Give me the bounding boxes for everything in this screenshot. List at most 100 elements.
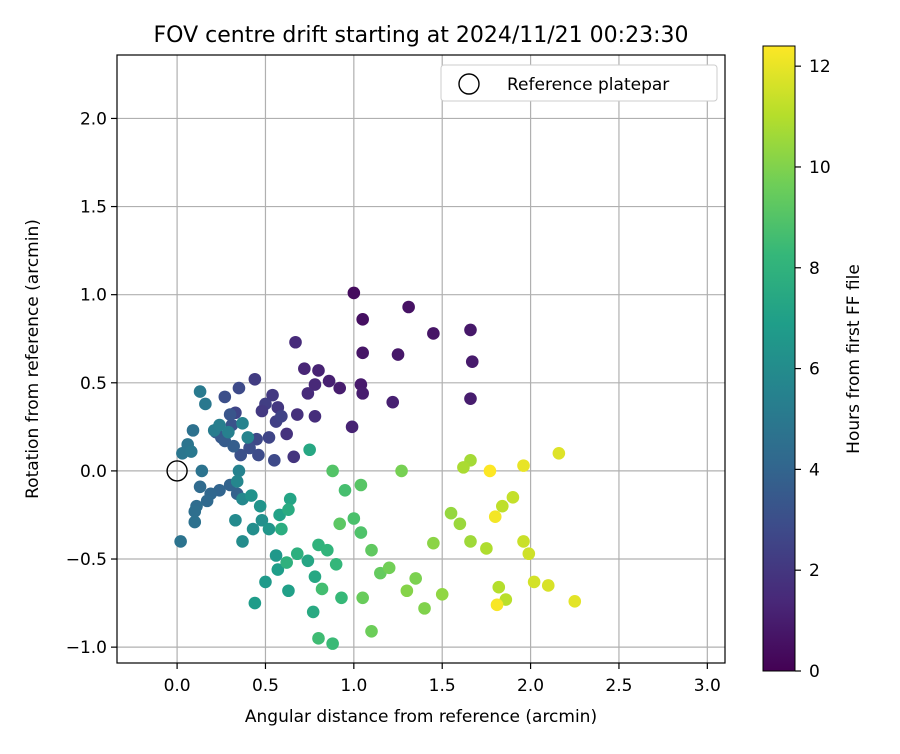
data-point bbox=[255, 513, 269, 527]
colorbar-tick-label: 6 bbox=[809, 360, 820, 380]
data-point bbox=[262, 522, 276, 536]
data-point bbox=[193, 385, 207, 398]
data-point bbox=[427, 327, 440, 340]
data-point bbox=[354, 526, 368, 539]
data-point bbox=[229, 513, 242, 527]
data-point bbox=[321, 543, 334, 557]
data-point bbox=[266, 388, 279, 402]
data-point bbox=[356, 591, 369, 605]
x-tick-label: 1.5 bbox=[429, 676, 456, 696]
data-point bbox=[517, 459, 530, 472]
data-point bbox=[252, 448, 265, 462]
data-point bbox=[312, 632, 325, 645]
data-point bbox=[522, 547, 536, 561]
scatter-points bbox=[174, 286, 582, 650]
data-point bbox=[188, 515, 202, 529]
data-point bbox=[517, 535, 530, 548]
data-point bbox=[289, 335, 302, 349]
x-axis-label: Angular distance from reference (arcmin) bbox=[245, 707, 597, 727]
y-tick-label: −0.5 bbox=[66, 550, 107, 570]
x-tick-label: 2.5 bbox=[605, 676, 632, 696]
data-point bbox=[232, 464, 246, 478]
x-tick-label: 0.0 bbox=[164, 676, 191, 696]
data-point bbox=[354, 478, 368, 492]
y-tick-label: 1.0 bbox=[80, 286, 107, 306]
data-point bbox=[391, 348, 405, 361]
data-point bbox=[453, 517, 467, 531]
data-point bbox=[312, 364, 325, 377]
data-point bbox=[326, 637, 339, 650]
data-point bbox=[326, 464, 339, 478]
colorbar-tick-label: 4 bbox=[809, 460, 820, 480]
data-point bbox=[496, 499, 509, 513]
colorbar-tick-label: 10 bbox=[809, 158, 831, 178]
data-point bbox=[345, 420, 359, 434]
data-point bbox=[222, 425, 235, 439]
y-tick-label: 1.5 bbox=[80, 198, 107, 218]
data-point bbox=[490, 598, 504, 612]
data-point bbox=[223, 408, 237, 421]
data-point bbox=[465, 355, 479, 368]
y-tick-label: 0.0 bbox=[80, 462, 107, 482]
data-point bbox=[193, 480, 207, 494]
data-point bbox=[253, 499, 267, 513]
data-point bbox=[248, 372, 262, 386]
y-axis-ticks: −1.0 −0.5 0.0 0.5 1.0 1.5 2.0 bbox=[66, 109, 117, 658]
data-point bbox=[268, 454, 281, 467]
x-tick-label: 3.0 bbox=[694, 676, 721, 696]
data-point bbox=[308, 570, 322, 583]
data-point bbox=[248, 596, 262, 610]
colorbar-tick-label: 2 bbox=[809, 561, 820, 581]
data-point bbox=[283, 492, 297, 506]
data-point bbox=[186, 424, 200, 437]
data-point bbox=[333, 517, 346, 531]
data-point bbox=[395, 464, 408, 478]
data-point bbox=[213, 418, 226, 432]
data-point bbox=[483, 464, 497, 478]
data-point bbox=[298, 362, 311, 375]
data-point bbox=[218, 390, 232, 404]
data-point bbox=[347, 512, 361, 525]
data-point bbox=[308, 378, 322, 391]
colorbar-gradient bbox=[762, 45, 796, 672]
data-point bbox=[262, 431, 276, 444]
data-point bbox=[418, 602, 431, 615]
y-tick-label: −1.0 bbox=[66, 638, 107, 658]
data-point bbox=[255, 404, 269, 418]
data-point bbox=[527, 575, 541, 589]
data-point bbox=[402, 300, 415, 314]
axes-frame bbox=[116, 54, 726, 664]
data-point bbox=[338, 483, 352, 497]
legend: Reference platepar bbox=[440, 64, 718, 102]
data-point bbox=[282, 584, 295, 598]
x-tick-label: 0.5 bbox=[252, 676, 279, 696]
y-tick-label: 0.5 bbox=[80, 374, 107, 394]
data-point bbox=[365, 543, 378, 557]
data-point bbox=[329, 558, 343, 571]
y-axis-label: Rotation from reference (arcmin) bbox=[23, 219, 43, 499]
x-axis-ticks: 0.0 0.5 1.0 1.5 2.0 2.5 3.0 bbox=[164, 663, 721, 696]
data-point bbox=[308, 409, 322, 423]
data-point bbox=[322, 374, 336, 388]
colorbar-ticks: 0 2 4 6 8 10 12 bbox=[795, 57, 831, 682]
data-point bbox=[356, 313, 369, 326]
data-point bbox=[506, 491, 520, 504]
data-point bbox=[552, 446, 566, 460]
colorbar: 0 2 4 6 8 10 12 Hours from first FF file bbox=[762, 45, 864, 682]
data-point bbox=[356, 387, 369, 400]
data-point bbox=[230, 475, 244, 488]
data-point bbox=[356, 346, 369, 360]
data-point bbox=[234, 448, 248, 462]
data-point bbox=[427, 536, 440, 550]
data-point bbox=[241, 431, 255, 444]
data-point bbox=[457, 461, 470, 474]
data-point bbox=[287, 450, 301, 464]
data-point bbox=[271, 563, 285, 576]
data-point bbox=[195, 464, 209, 478]
data-point bbox=[464, 535, 477, 548]
data-point bbox=[275, 409, 288, 423]
data-point bbox=[488, 510, 502, 524]
data-point bbox=[386, 395, 400, 409]
data-point bbox=[492, 580, 506, 594]
